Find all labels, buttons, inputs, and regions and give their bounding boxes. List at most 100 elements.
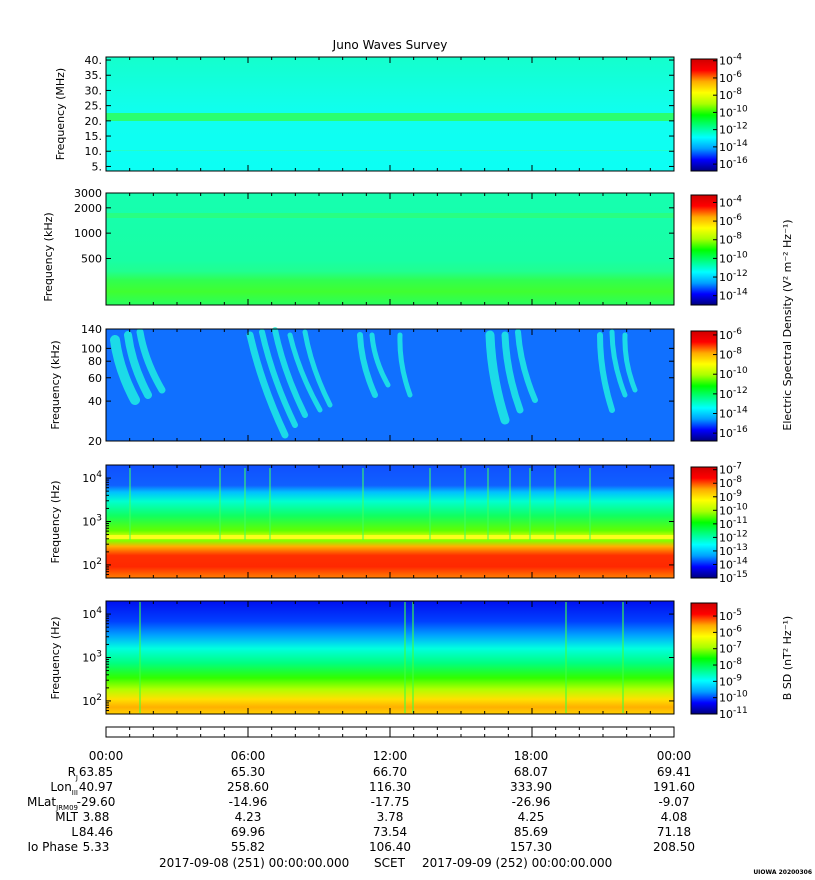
colorbar-tick-label: 10-7 xyxy=(719,641,742,656)
time-label: 00:00 xyxy=(89,749,124,763)
colorbar-tick-label: 10-10 xyxy=(719,690,748,705)
y-tick-label: 60 xyxy=(88,372,102,385)
ephemeris-value: 65.30 xyxy=(231,765,265,779)
ephemeris-value: 3.88 xyxy=(83,810,110,824)
colorbar-tick-label: 10-9 xyxy=(719,489,742,504)
ephemeris-value: 4.25 xyxy=(518,810,545,824)
panel-1-high-frequency: Frequency (MHz) 5. 10. 15. 20. 25. 30. 35. 40. xyxy=(54,54,675,173)
y-tick-label: 3000 xyxy=(74,187,102,200)
panel-4-vertical-spikes xyxy=(129,468,591,540)
panel-5-yticks: 102 103 104 xyxy=(82,600,674,715)
colorbar-2 xyxy=(690,194,718,306)
panel-2-yticks: 500 1000 2000 3000 xyxy=(74,187,674,265)
colorbar-tick-label: 10-12 xyxy=(719,386,748,401)
footer-end-time: 2017-09-09 (252) 00:00:00.000 xyxy=(422,856,612,870)
colorbar-tick-label: 10-6 xyxy=(719,213,742,228)
footer-start-time: 2017-09-08 (251) 00:00:00.000 xyxy=(159,856,349,870)
footer-stamp: UIOWA 20200306 xyxy=(753,869,812,876)
colorbar-tick-label: 10-6 xyxy=(719,70,742,85)
panel-3-ylabel: Frequency (kHz) xyxy=(49,340,62,429)
y-tick-label: 40 xyxy=(88,395,102,408)
colorbar-tick-label: 10-10 xyxy=(719,104,748,119)
ephemeris-value: 84.46 xyxy=(79,825,113,839)
panel-1-21mhz-band xyxy=(106,113,674,121)
panel-2-hfr: Frequency (kHz) 500 1000 2000 3000 xyxy=(42,187,675,306)
time-label: 18:00 xyxy=(514,749,549,763)
magnetic-colorbar-label: B SD (nT² Hz⁻¹) xyxy=(781,616,794,700)
y-tick-label: 40. xyxy=(85,54,103,67)
emission-arc xyxy=(515,329,538,403)
ephemeris-value: 4.23 xyxy=(235,810,262,824)
panel-4-ylabel: Frequency (Hz) xyxy=(49,481,62,564)
colorbar-tick-label: 10-11 xyxy=(719,516,748,531)
panel-5-vertical-spikes xyxy=(139,602,624,713)
ephemeris-value: 55.82 xyxy=(231,840,265,854)
emission-arc xyxy=(272,327,308,418)
panel-4-spectrogram xyxy=(106,465,674,578)
ephemeris-value: 69.41 xyxy=(657,765,691,779)
emission-arc xyxy=(124,331,152,399)
colorbar-1 xyxy=(690,58,718,172)
emission-arc xyxy=(369,332,391,388)
chart-title: Juno Waves Survey xyxy=(332,38,448,52)
time-label: 12:00 xyxy=(373,749,408,763)
y-tick-label: 20 xyxy=(88,435,102,448)
electric-colorbar-label: Electric Spectral Density (V² m⁻² Hz⁻¹) xyxy=(781,219,794,430)
emission-arc xyxy=(609,329,628,398)
colorbar-tick-label: 10-8 xyxy=(719,87,742,102)
panel-1-faint-line xyxy=(106,150,674,151)
colorbar-tick-label: 10-15 xyxy=(719,570,748,585)
panel-1-yticks: 5. 10. 15. 20. 25. 30. 35. 40. xyxy=(85,54,674,173)
colorbar-tick-label: 10-14 xyxy=(719,288,748,303)
emission-arc xyxy=(287,332,323,413)
colorbar-tick-label: 10-10 xyxy=(719,366,748,381)
y-tick-label: 104 xyxy=(82,470,102,485)
colorbar-tick-label: 10-4 xyxy=(719,53,742,68)
colorbar-tick-label: 10-8 xyxy=(719,232,742,247)
panel-4-electric-lfr: Frequency (Hz) 102 103 104 xyxy=(49,464,675,579)
colorbar-tick-label: 10-10 xyxy=(719,250,748,265)
colorbar-tick-label: 10-11 xyxy=(719,706,748,721)
y-tick-label: 1000 xyxy=(74,227,102,240)
colorbar-tick-label: 10-10 xyxy=(719,502,748,517)
emission-arc xyxy=(597,332,615,413)
y-tick-label: 102 xyxy=(82,693,102,708)
panel-5-spectrogram xyxy=(106,601,674,714)
y-tick-label: 103 xyxy=(82,650,102,665)
panel-4-yticks: 102 103 104 xyxy=(82,464,674,579)
ephemeris-value: 66.70 xyxy=(373,765,407,779)
colorbar-5 xyxy=(690,602,718,715)
colorbar-tick-label: 10-8 xyxy=(719,475,742,490)
panel-3-emission-arcs xyxy=(110,327,638,439)
ephemeris-value: 69.96 xyxy=(231,825,265,839)
ephemeris-row-label: L xyxy=(71,825,78,839)
ephemeris-value: -14.96 xyxy=(229,795,268,809)
y-tick-label: 104 xyxy=(82,606,102,621)
colorbar-tick-label: 10-8 xyxy=(719,657,742,672)
colorbar-tick-label: 10-9 xyxy=(719,673,742,688)
ephemeris-row-label: MLT xyxy=(55,810,78,824)
emission-arc xyxy=(501,331,524,414)
panel-1-ylabel: Frequency (MHz) xyxy=(54,68,67,160)
ephemeris-value: 71.18 xyxy=(657,825,691,839)
ephemeris-value: 3.78 xyxy=(377,810,404,824)
time-label: 00:00 xyxy=(657,749,692,763)
emission-arc xyxy=(246,331,289,439)
colorbar-tick-label: 10-6 xyxy=(719,624,742,639)
ephemeris-value: 191.60 xyxy=(653,780,695,794)
y-tick-label: 20. xyxy=(85,115,103,128)
ephemeris-value: 258.60 xyxy=(227,780,269,794)
y-tick-label: 5. xyxy=(92,160,103,173)
y-tick-label: 500 xyxy=(81,252,102,265)
ephemeris-row-label: LonIII xyxy=(50,780,78,797)
ephemeris-value: 208.50 xyxy=(653,840,695,854)
ephemeris-value: -9.07 xyxy=(658,795,689,809)
ephemeris-value: 116.30 xyxy=(369,780,411,794)
emission-arc xyxy=(357,332,378,398)
y-tick-label: 100 xyxy=(81,342,102,355)
y-tick-label: 10. xyxy=(85,145,103,158)
ephemeris-value: -26.96 xyxy=(512,795,551,809)
